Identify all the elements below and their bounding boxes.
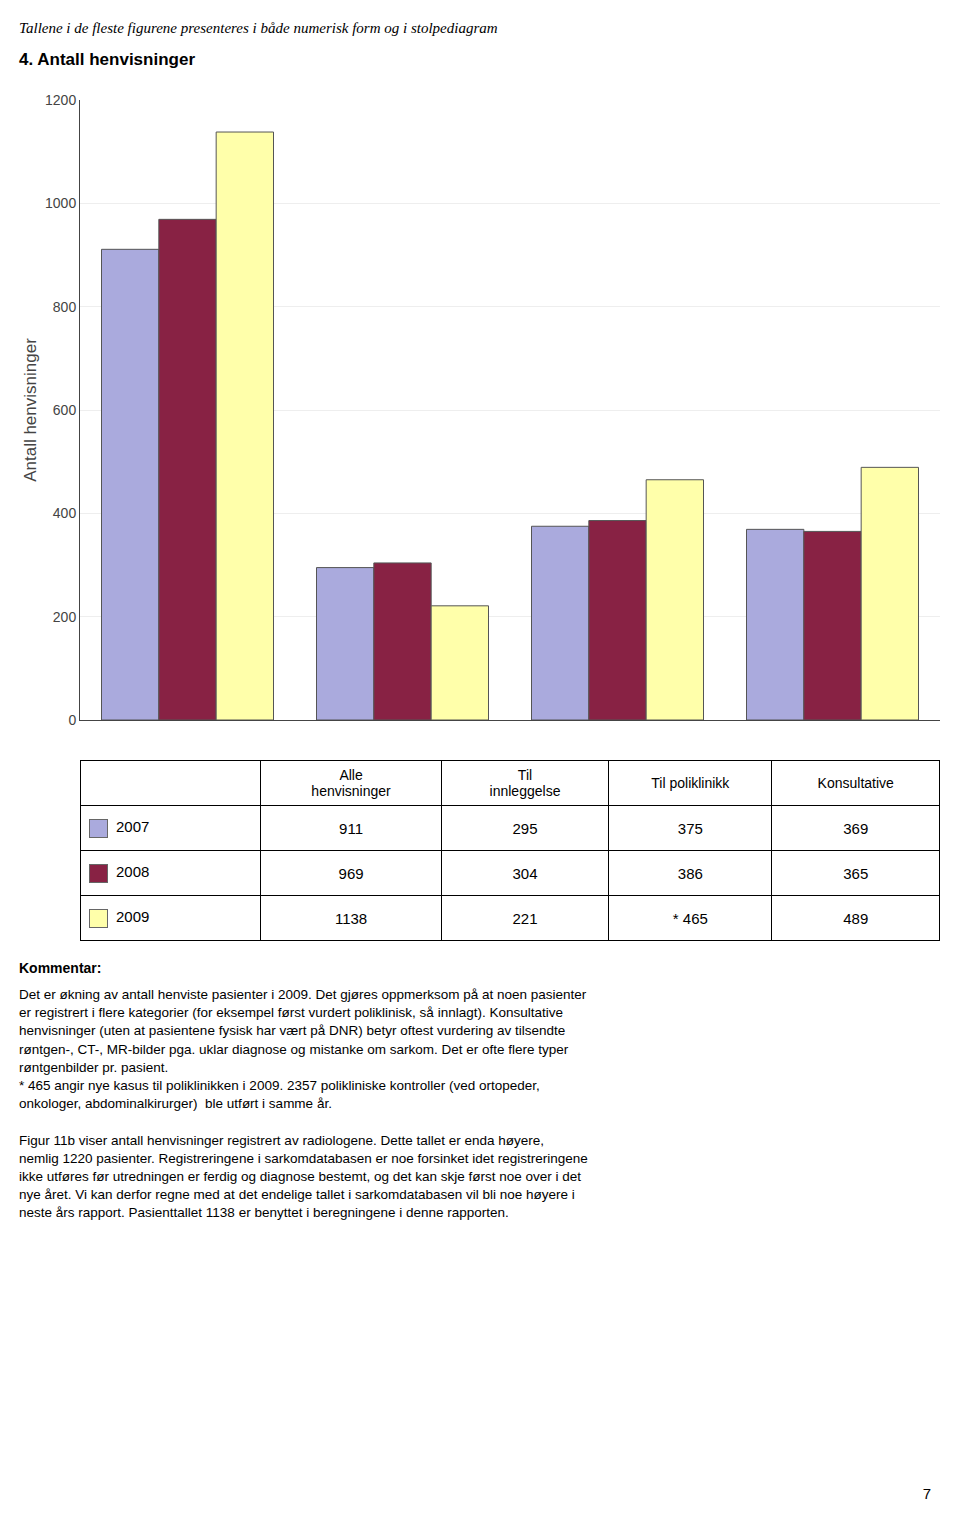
html-text:911: 911: [339, 819, 363, 837]
html-text:295: 295: [512, 819, 538, 837]
html-text:2008: 2008: [116, 863, 150, 881]
html-text:Til poliklinikk: Til poliklinikk: [651, 775, 730, 791]
svg-text:200: 200: [53, 609, 77, 625]
svg-text:600: 600: [53, 402, 77, 418]
html-text:4. Antall henvisninger: 4. Antall henvisninger: [19, 50, 195, 69]
svg-text:400: 400: [53, 505, 77, 521]
html-text:Konsultative: Konsultative: [817, 775, 894, 791]
html-text:Tallene i de fleste figurene p: Tallene i de fleste figurene presenteres…: [19, 20, 498, 36]
html-text:7: 7: [922, 1485, 931, 1502]
html-text:1138: 1138: [334, 909, 368, 927]
html-text:2009: 2009: [116, 908, 150, 926]
html-text:Figur 11b viser antall henvisn: Figur 11b viser antall henvisninger regi…: [19, 1132, 588, 1221]
html-text:969: 969: [338, 864, 364, 882]
html-text:365: 365: [843, 864, 869, 882]
html-text:Alle henvisninger: Alle henvisninger: [311, 767, 391, 799]
html-text:304: 304: [512, 864, 538, 882]
html-text:Til innleggelse: Til innleggelse: [489, 767, 561, 799]
html-text:369: 369: [843, 819, 869, 837]
html-text:489: 489: [843, 909, 869, 927]
html-text:* 465: * 465: [672, 909, 708, 927]
html-text:2007: 2007: [116, 818, 150, 836]
html-text:221: 221: [512, 909, 538, 927]
svg-text:1000: 1000: [45, 195, 76, 211]
html-text:386: 386: [677, 864, 703, 882]
svg-text:Antall henvisninger: Antall henvisninger: [21, 338, 40, 482]
svg-text:0: 0: [68, 712, 76, 728]
html-text:Kommentar:: Kommentar:: [19, 960, 102, 976]
svg-text:1200: 1200: [45, 92, 76, 108]
svg-text:800: 800: [53, 299, 77, 315]
html-text:375: 375: [677, 819, 703, 837]
html-text:Det er økning av antall henvis: Det er økning av antall henviste pasient…: [19, 987, 587, 1112]
